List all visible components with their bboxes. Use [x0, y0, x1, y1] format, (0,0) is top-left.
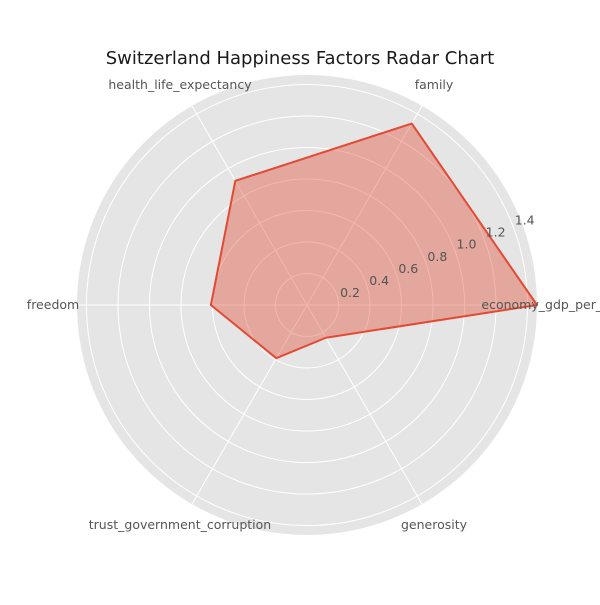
axis-labels: economy_gdp_per_capita family health_life_…: [27, 77, 600, 532]
chart-title: Switzerland Happiness Factors Radar Char…: [106, 48, 494, 69]
radial-tick-label: 0.2: [340, 285, 360, 300]
radial-tick-label: 1.2: [486, 225, 506, 240]
grid-spoke: [191, 105, 308, 306]
radial-tick-label: 0.8: [427, 249, 447, 264]
series-area: [210, 123, 537, 359]
grid-spoke: [191, 304, 308, 505]
polar-grid: [77, 83, 537, 527]
radial-tick-labels: 0.2 0.4 0.6 0.8 1.0 1.2 1.4: [340, 213, 535, 300]
series-line: [209, 122, 538, 360]
radial-tick-label: 0.4: [369, 273, 389, 288]
axis-label: family: [415, 77, 454, 92]
axis-label: generosity: [401, 517, 468, 532]
radial-tick-label: 1.0: [457, 237, 477, 252]
grid-spoke: [306, 105, 423, 306]
axis-label: economy_gdp_per_capita: [481, 297, 600, 312]
radial-tick-label: 0.6: [398, 261, 418, 276]
series-layer: [209, 122, 538, 360]
axis-label: health_life_expectancy: [108, 77, 252, 92]
axis-label: freedom: [27, 297, 79, 312]
radial-tick-label: 1.4: [515, 213, 535, 228]
axis-label: trust_government_corruption: [89, 517, 271, 532]
